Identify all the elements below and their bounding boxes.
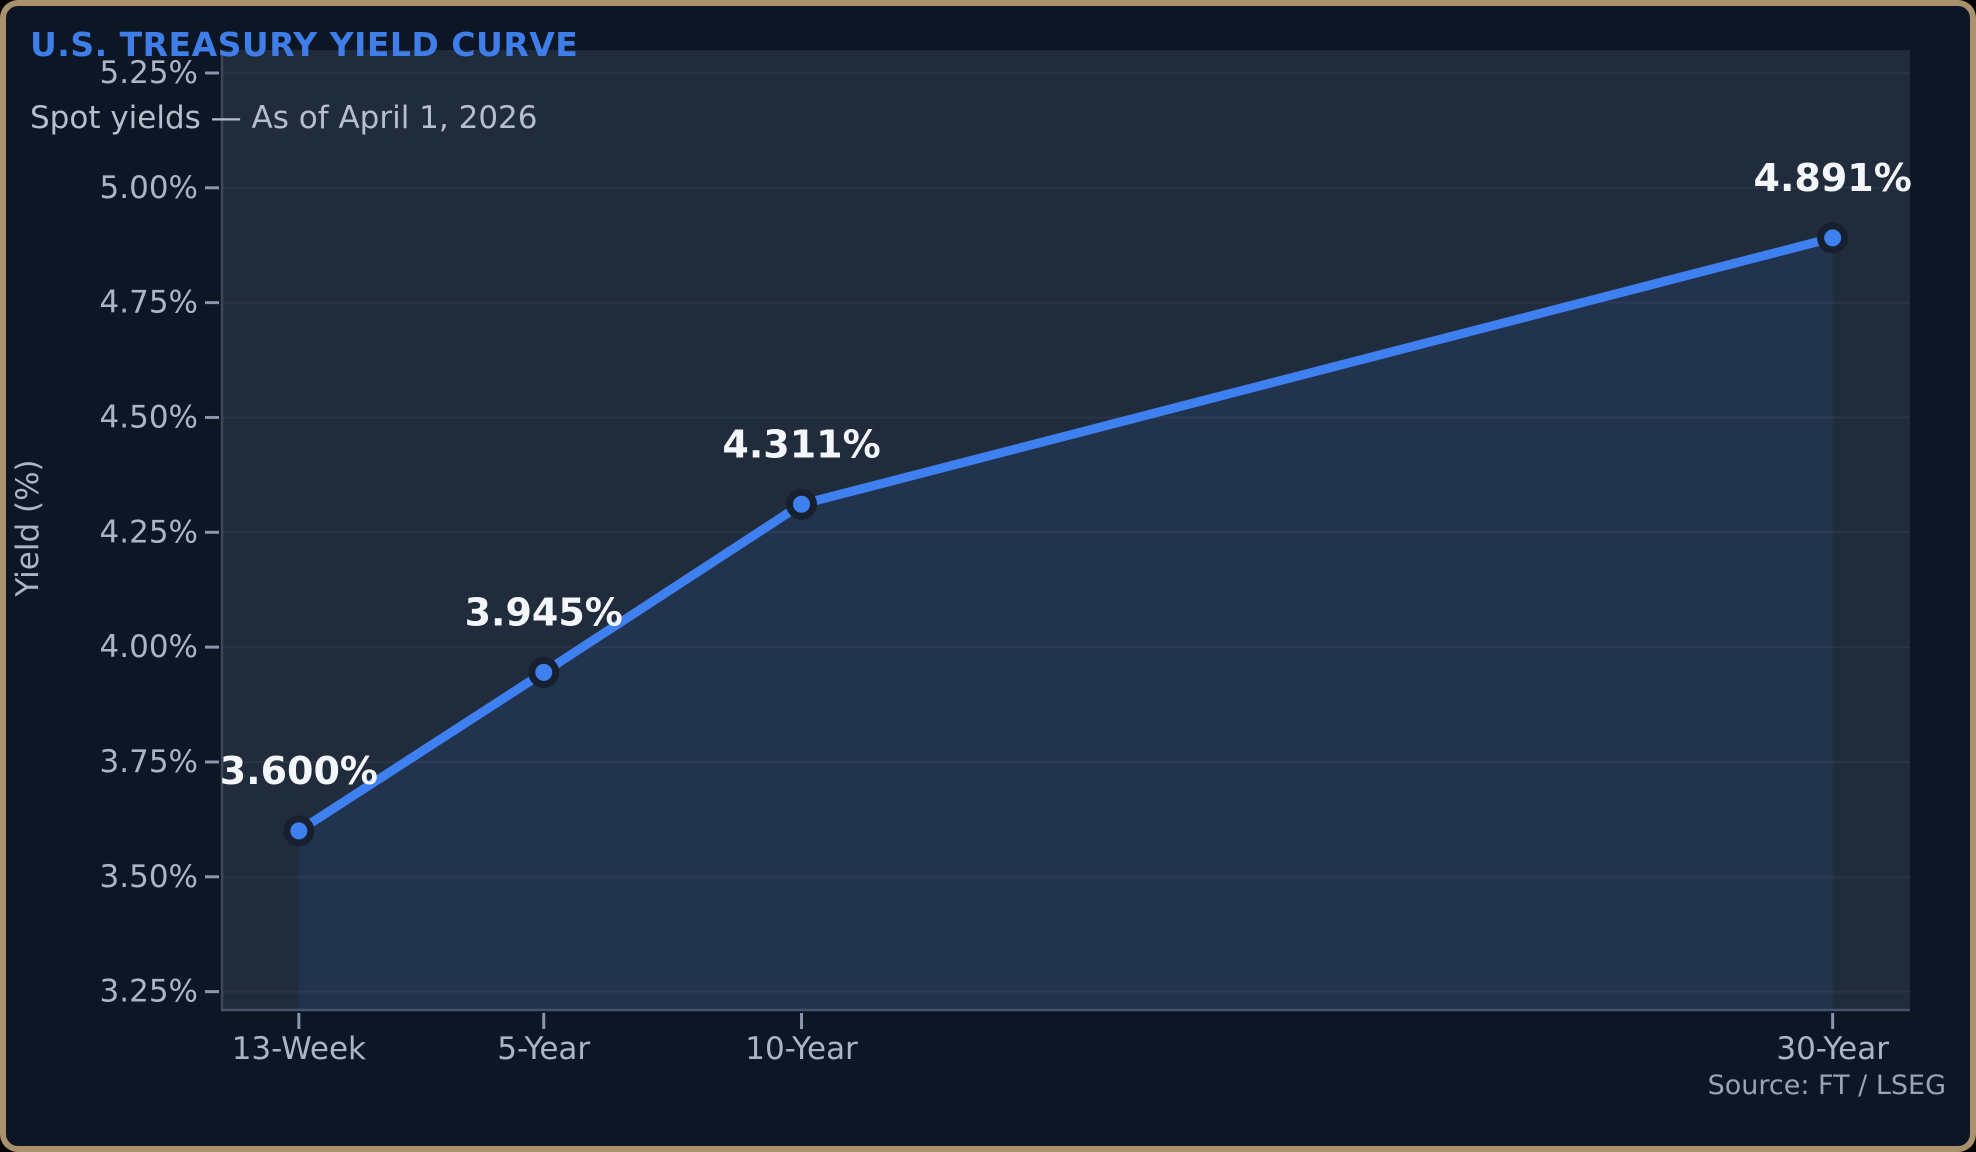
- data-point: [283, 815, 315, 847]
- y-tick-label: 3.50%: [100, 859, 198, 895]
- y-tick-label: 3.25%: [100, 974, 198, 1010]
- x-tick-label: 30-Year: [1776, 1031, 1889, 1067]
- source-note: Source: FT / LSEG: [1708, 1070, 1946, 1101]
- y-tick-label: 4.50%: [100, 399, 198, 435]
- data-point-label: 3.945%: [465, 590, 623, 634]
- chart-title: U.S. TREASURY YIELD CURVE: [30, 25, 578, 64]
- x-tick-label: 5-Year: [497, 1031, 590, 1067]
- y-tick-label: 4.00%: [100, 629, 198, 665]
- data-point: [1817, 222, 1849, 254]
- data-point-label: 4.311%: [722, 422, 880, 466]
- y-tick-label: 5.25%: [100, 55, 198, 91]
- x-tick-label: 13-Week: [232, 1031, 366, 1067]
- yield-curve-line: [294, 233, 1838, 836]
- data-point: [786, 488, 818, 520]
- data-point: [528, 656, 560, 688]
- plot-area: [221, 50, 1910, 1010]
- x-tick-label: 10-Year: [745, 1031, 858, 1067]
- y-axis-title: Yield (%): [10, 459, 46, 597]
- chart-subtitle: Spot yields — As of April 1, 2026: [30, 100, 538, 136]
- y-tick-label: 3.75%: [100, 744, 198, 780]
- y-tick-label: 4.75%: [100, 285, 198, 321]
- y-tick-label: 4.25%: [100, 514, 198, 550]
- data-point-label: 3.600%: [220, 749, 378, 793]
- y-tick-label: 5.00%: [100, 170, 198, 206]
- area-fill: [298, 237, 1833, 1010]
- data-point-label: 4.891%: [1754, 156, 1912, 200]
- plot-layer: 5.25% 5.00% 4.75% 4.50% 4.25% 4.00% 3.75% 3.50%…: [100, 50, 1912, 1067]
